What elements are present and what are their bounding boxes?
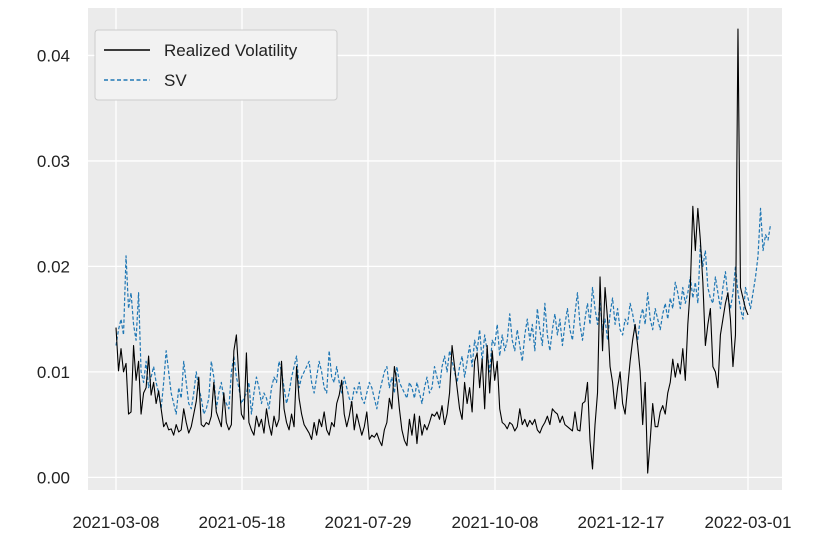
series-line-sv [115, 207, 772, 415]
y-tick-label: 0.00 [37, 468, 70, 487]
series-group [115, 28, 772, 474]
y-tick-label: 0.02 [37, 257, 70, 276]
legend-label-sv: SV [164, 71, 187, 90]
legend-box [94, 29, 338, 101]
x-tick-label: 2021-12-17 [578, 513, 665, 532]
y-tick-labels: 0.00 0.01 0.02 0.03 0.04 [37, 46, 70, 487]
x-tick-label: 2022-03-01 [705, 513, 792, 532]
y-tick-label: 0.04 [37, 46, 70, 65]
y-tick-label: 0.01 [37, 363, 70, 382]
y-tick-label: 0.03 [37, 152, 70, 171]
x-tick-labels: 2021-03-08 2021-05-18 2021-07-29 2021-10-08… [73, 513, 792, 532]
grid [88, 8, 782, 490]
x-tick-label: 2021-10-08 [452, 513, 539, 532]
x-tick-label: 2021-05-18 [199, 513, 286, 532]
series-line-realized-volatility [115, 28, 749, 474]
x-tick-label: 2021-07-29 [325, 513, 412, 532]
x-tick-label: 2021-03-08 [73, 513, 160, 532]
legend-label-realized-volatility: Realized Volatility [164, 41, 298, 60]
legend: Realized Volatility SV [94, 29, 338, 101]
